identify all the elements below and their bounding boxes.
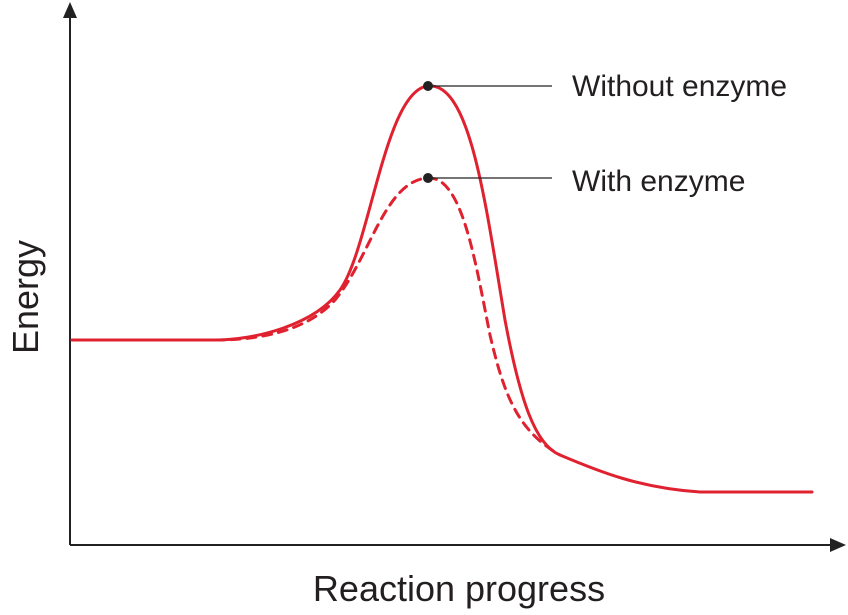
series-with-enzyme-line (213, 176, 562, 457)
y-axis-arrow-icon (63, 2, 77, 18)
with-enzyme-peak-dot (423, 173, 433, 183)
x-axis-label: Reaction progress (313, 568, 605, 609)
y-axis-label: Energy (5, 240, 46, 354)
series-label-without-enzyme: Without enzyme (572, 70, 787, 103)
without-enzyme-peak-dot (423, 81, 433, 91)
series-without-enzyme-line (70, 84, 814, 494)
x-axis-arrow-icon (830, 538, 846, 552)
series-label-with-enzyme: With enzyme (572, 165, 745, 198)
